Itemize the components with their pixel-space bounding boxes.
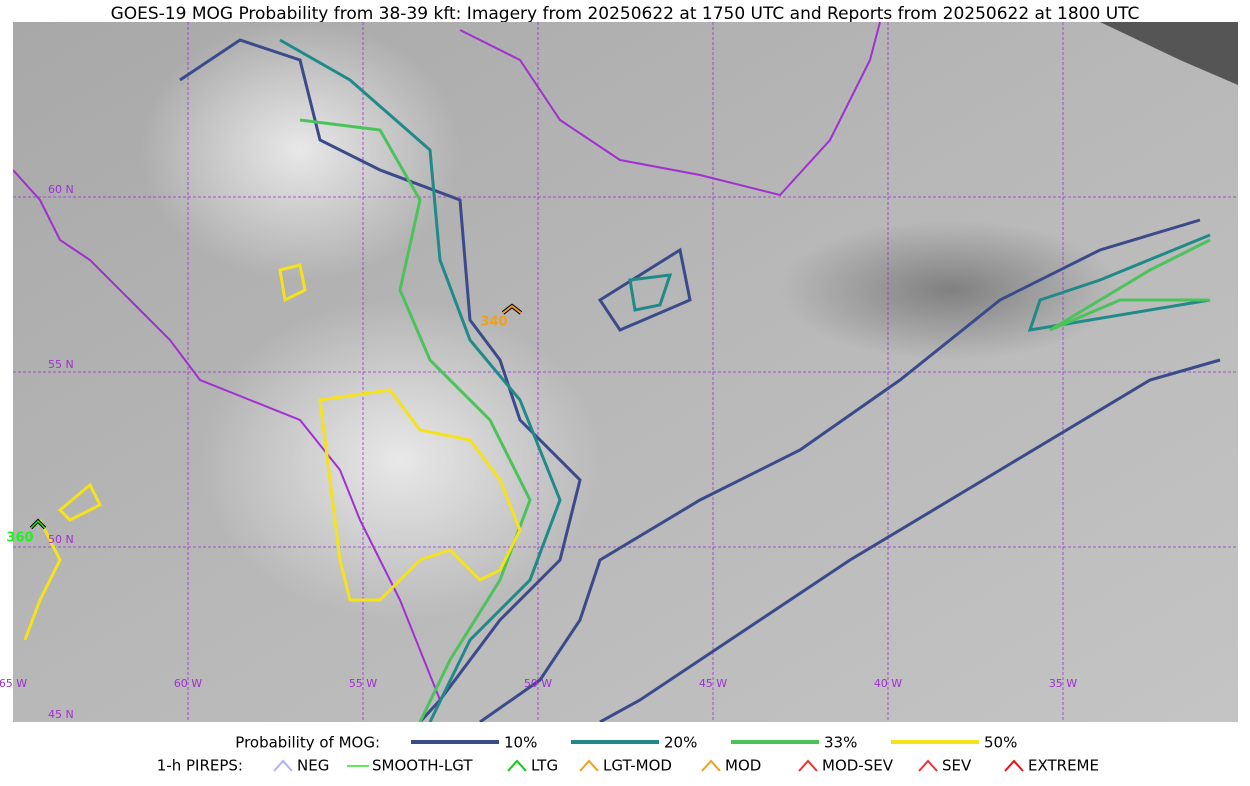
legend-label: 20% xyxy=(664,734,697,752)
lon-label: 60 W xyxy=(174,677,202,690)
lon-label: 55 W xyxy=(349,677,377,690)
legend-swatch xyxy=(918,759,938,772)
legend-swatch xyxy=(798,759,818,772)
legend-label: 33% xyxy=(824,734,857,752)
legend-label: 10% xyxy=(504,734,537,752)
pirep-icon xyxy=(502,304,522,314)
lon-label: 65 W xyxy=(0,677,27,690)
title: GOES-19 MOG Probability from 38-39 kft: … xyxy=(111,4,1140,24)
pirep-legend: NEG SMOOTH-LGT LTG LGT-MOD MOD MOD-SEV SEV EXTR… xyxy=(273,757,1099,775)
legend-label: LTG xyxy=(531,757,558,775)
legend-label: MOD xyxy=(725,757,761,775)
map xyxy=(13,22,1238,722)
lon-label: 45 W xyxy=(699,677,727,690)
legend-label: LGT-MOD xyxy=(603,757,672,775)
legend-title: 1-h PIREPS: xyxy=(157,757,243,775)
lat-label: 60 N xyxy=(48,183,74,196)
legend-label: SEV xyxy=(942,757,972,775)
lat-label: 50 N xyxy=(48,533,74,546)
probability-legend: 10% 20% 33% 50% xyxy=(411,734,1017,752)
contours xyxy=(23,38,1221,722)
legend-swatch xyxy=(273,759,293,772)
legend-label: MOD-SEV xyxy=(822,757,894,775)
graticule xyxy=(13,22,1238,722)
legend-label: 50% xyxy=(984,734,1017,752)
lat-label: 45 N xyxy=(48,708,74,721)
pirep-label: 360 xyxy=(6,531,33,546)
legend-title: Probability of MOG: xyxy=(235,734,380,752)
legend-label: NEG xyxy=(297,757,329,775)
legend-swatch xyxy=(579,759,599,772)
legend-swatch xyxy=(1004,759,1024,772)
legend-label: EXTREME xyxy=(1028,757,1099,775)
legend-swatch xyxy=(701,759,721,772)
graticule-labels: 60 N 55 N 50 N 45 N 65 W 60 W 55 W 50 W … xyxy=(0,183,1077,721)
pirep-label: 340 xyxy=(480,315,507,330)
lat-label: 55 N xyxy=(48,358,74,371)
legend-label: SMOOTH-LGT xyxy=(372,757,473,775)
lon-label: 50 W xyxy=(524,677,552,690)
pirep-icon xyxy=(30,519,46,529)
legend-swatch xyxy=(507,759,527,772)
lon-label: 40 W xyxy=(874,677,902,690)
lon-label: 35 W xyxy=(1049,677,1077,690)
